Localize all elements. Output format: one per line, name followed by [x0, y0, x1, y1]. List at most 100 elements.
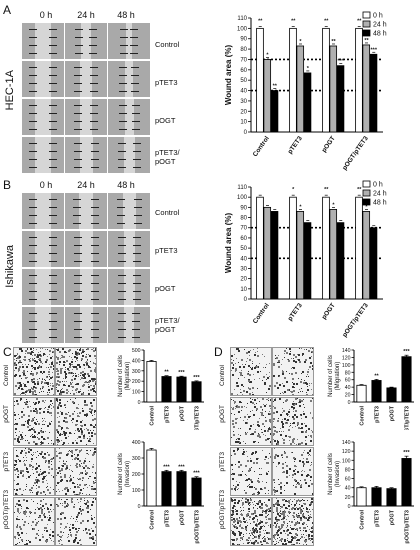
panel-b-letter: B	[3, 178, 12, 192]
wound-image	[108, 61, 150, 97]
y-tick-label: 90	[240, 205, 247, 211]
significance-stars: ***	[193, 471, 200, 477]
wound-image	[22, 193, 64, 229]
y-tick-label: 80	[240, 216, 247, 222]
y-axis-label: Number of cells	[118, 453, 124, 495]
bar	[386, 488, 397, 507]
y-tick-label: 20	[345, 393, 351, 399]
panel-a-time-0: 0 h	[39, 10, 53, 20]
bar	[303, 72, 312, 133]
x-tick-label: pOGT	[390, 509, 396, 525]
x-tick-label: pOGT/pTET3	[195, 510, 201, 544]
y-tick-label: 100	[342, 458, 351, 464]
panel-d-row-ptet3: pTET3	[219, 452, 226, 472]
y-axis-label: Wound area (%)	[224, 45, 233, 106]
transwell-image	[13, 347, 55, 396]
transwell-image	[230, 497, 272, 546]
transwell-image	[230, 397, 272, 446]
legend-swatch	[362, 189, 371, 197]
wound-image	[65, 99, 107, 135]
legend-swatch	[362, 29, 371, 37]
transwell-image	[13, 397, 55, 446]
wound-image	[108, 23, 150, 59]
x-tick-label: pOGT	[180, 405, 186, 421]
panel-a-letter: A	[3, 3, 12, 17]
y-tick-label: 60	[345, 477, 351, 483]
transwell-image	[55, 447, 97, 496]
legend-swatch	[362, 20, 371, 28]
transwell-image	[55, 347, 97, 396]
wound-image	[65, 193, 107, 229]
y-tick-label: 400	[132, 358, 141, 364]
x-tick-label: pOGT/pTET3	[341, 302, 370, 339]
panel-b-wound-chart: 0 10 20 30 40 50 60 70 80 90 100 110 Wound area (%) C…	[224, 180, 387, 339]
y-tick-label: 200	[132, 379, 141, 385]
y-tick-label: 10	[240, 287, 247, 293]
bar	[146, 449, 157, 507]
panel-b-time-24: 24 h	[77, 180, 95, 190]
panel-b-row-ptet3: pTET3	[155, 246, 178, 255]
bar	[191, 477, 202, 507]
bar	[256, 196, 264, 300]
y-tick-label: 20	[345, 495, 351, 501]
x-tick-label: Control	[360, 510, 366, 530]
panel-c-row-pogt: pOGT	[3, 405, 10, 423]
y-tick-label: 120	[342, 449, 351, 455]
significance-stars: **	[273, 84, 278, 90]
y-tick-label: 40	[240, 89, 247, 95]
significance-stars: ***	[163, 464, 170, 470]
bar	[303, 222, 312, 300]
y-tick-label: 60	[345, 378, 351, 384]
panel-d-row-control: Control	[219, 365, 226, 386]
y-tick-label: 20	[240, 109, 247, 115]
significance-stars: **	[258, 18, 263, 24]
wound-image	[65, 269, 107, 305]
wound-image	[65, 23, 107, 59]
panel-c-row-combo: pOGT/pTET3	[3, 490, 10, 530]
x-tick-label: pTET3	[375, 510, 381, 527]
x-tick-label: Control	[150, 406, 156, 426]
panel-a-row-ptet3: pTET3	[155, 78, 178, 87]
significance-stars: **	[364, 38, 369, 44]
x-tick-label: pOGT/pTET3	[341, 135, 370, 172]
transwell-image	[55, 497, 97, 546]
x-tick-label: pTET3	[375, 406, 381, 423]
bar	[322, 196, 330, 300]
legend-label: 24 h	[373, 191, 387, 198]
y-tick-label: 110	[237, 16, 247, 22]
bar	[356, 487, 367, 507]
panel-d-invasion-chart: 0 20 40 60 80 100 120 140 Number of cells (Invasi…	[328, 440, 414, 544]
bar	[371, 487, 382, 507]
y-tick-label: 40	[345, 385, 351, 391]
y-tick-label: 0	[138, 400, 141, 406]
bar	[296, 211, 305, 300]
y-tick-label: 200	[132, 472, 141, 478]
significance-stars: *	[299, 39, 302, 45]
y-tick-label: 0	[348, 400, 351, 406]
significance-stars: ***	[403, 450, 410, 456]
panel-c-letter: C	[3, 345, 12, 359]
bar	[336, 222, 345, 300]
x-tick-label: pOGT	[180, 509, 186, 525]
panel-b-row-combo: pTET3/ pOGT	[155, 316, 180, 334]
significance-stars: **	[331, 39, 336, 45]
transwell-image	[13, 497, 55, 546]
panel-b-row-control: Control	[155, 208, 180, 217]
y-tick-label: 0	[244, 130, 248, 136]
significance-stars: **	[357, 18, 362, 24]
y-tick-label: 400	[132, 440, 141, 446]
y-tick-label: 70	[240, 57, 247, 63]
bar	[256, 27, 264, 133]
y-tick-label: 70	[240, 226, 247, 232]
panel-a-row-pogt: pOGT	[155, 116, 176, 125]
panel-b-time-48: 48 h	[117, 180, 135, 190]
legend-label: 48 h	[373, 31, 387, 38]
y-tick-label: 100	[342, 363, 351, 369]
y-tick-label: 500	[132, 348, 141, 354]
bar	[263, 206, 272, 300]
legend-label: 0 h	[373, 13, 383, 20]
y-tick-label: 100	[132, 488, 141, 494]
x-tick-label: pTET3	[165, 406, 171, 423]
significance-stars: **	[324, 18, 329, 24]
significance-stars: *	[266, 52, 269, 58]
